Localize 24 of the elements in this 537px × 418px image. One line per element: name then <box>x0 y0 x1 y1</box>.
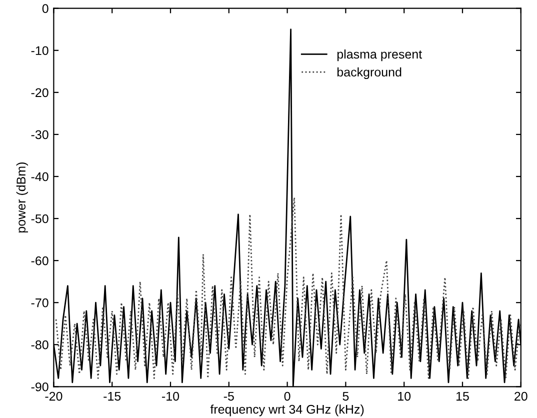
x-tick-label: -10 <box>162 392 180 401</box>
x-tick-label: -5 <box>224 392 234 401</box>
y-tick-label: -60 <box>31 256 48 266</box>
y-tick-label: -70 <box>31 298 48 308</box>
x-tick-label: 5 <box>342 392 349 401</box>
legend-label: background <box>337 67 402 80</box>
y-tick-label: -40 <box>31 172 48 182</box>
legend-label: plasma present <box>337 49 422 62</box>
x-tick-label: -15 <box>104 392 121 401</box>
x-tick-label: 20 <box>514 392 528 401</box>
y-tick-label: -50 <box>31 214 48 224</box>
y-tick-label: -30 <box>31 130 48 140</box>
y-tick-label: -10 <box>31 46 48 56</box>
x-tick-label: 0 <box>284 392 290 401</box>
y-tick-label: -20 <box>31 88 48 98</box>
x-axis-title: frequency wrt 34 GHz (kHz) <box>210 404 364 416</box>
y-tick-label: 0 <box>42 4 48 14</box>
y-tick-label: -80 <box>31 340 48 350</box>
y-axis-title: power (dBm) <box>16 162 28 232</box>
x-tick-label: -20 <box>45 392 62 401</box>
line-series <box>55 196 520 379</box>
x-tick-label: 10 <box>398 392 411 401</box>
x-tick-label: 15 <box>456 392 469 401</box>
y-tick-label: -90 <box>31 382 48 392</box>
